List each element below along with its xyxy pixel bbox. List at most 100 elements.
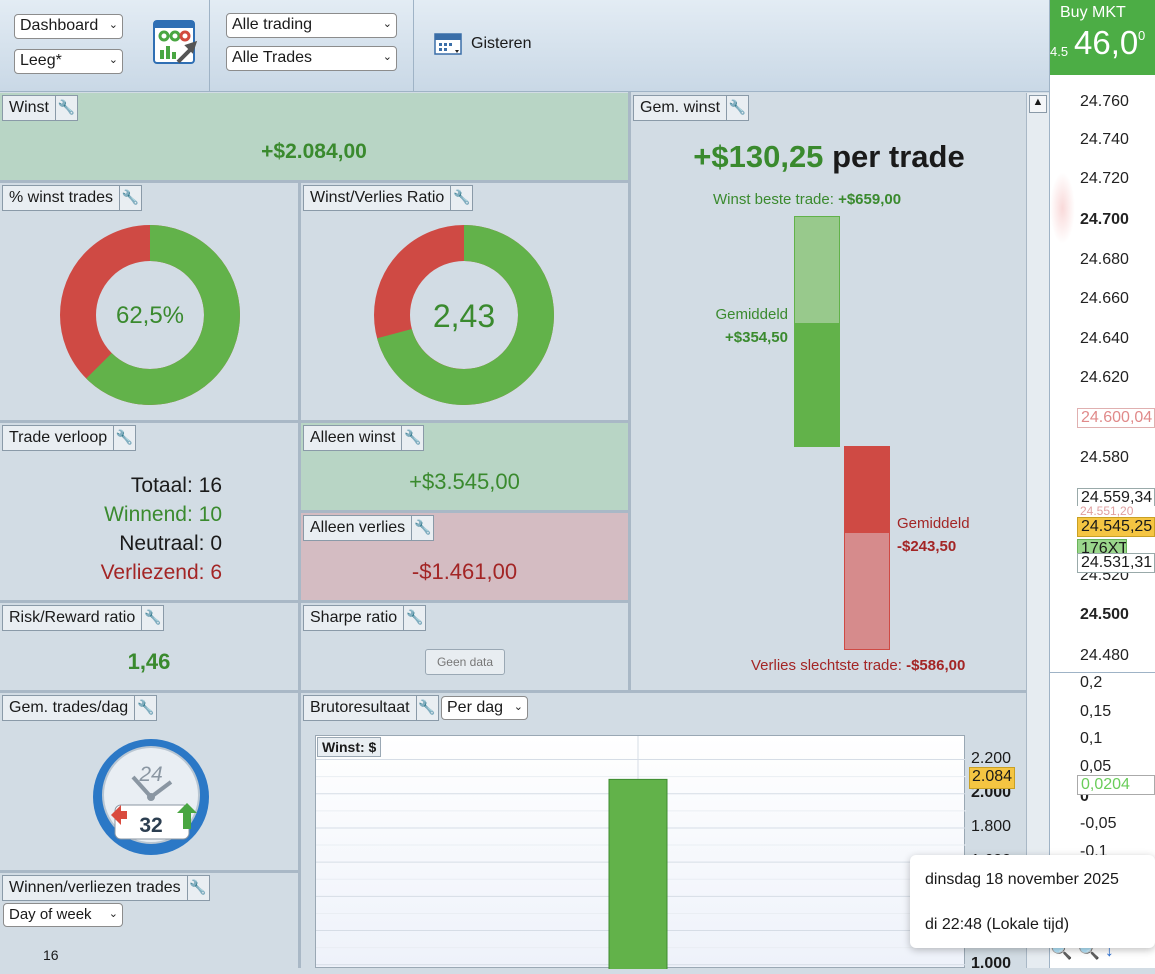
sharpe-title: Sharpe ratio <box>310 609 398 626</box>
winst-value: +$2.084,00 <box>261 140 367 163</box>
winst-panel: Winst 🔧 +$2.084,00 <box>0 93 628 180</box>
totaal-label: Totaal: <box>130 474 193 497</box>
verliezend-value: 6 <box>210 561 222 584</box>
clock-icon <box>93 739 209 855</box>
wrench-icon[interactable]: 🔧 <box>134 696 156 720</box>
chevron-down-icon: ⌄ <box>108 19 118 31</box>
price-tag-bid: 24.559,34 <box>1077 488 1155 508</box>
grid-divider <box>298 182 301 968</box>
alleen-winst-panel: Alleen winst 🔧 +$3.545,00 <box>301 423 628 510</box>
trade-verloop-title: Trade verloop <box>9 429 108 446</box>
risk-reward-value: 1,46 <box>127 649 171 674</box>
verliezend-label: Verliezend: <box>100 561 205 584</box>
geen-data-button[interactable]: Geen data <box>425 649 505 675</box>
trading-select[interactable]: Alle trading ⌄ <box>226 13 397 38</box>
per-dag-select[interactable]: Per dag ⌄ <box>441 696 528 720</box>
gem-winst-value: +$130,25 <box>693 139 824 174</box>
scroll-up-icon[interactable]: ▲ <box>1029 95 1047 113</box>
best-trade-label: Winst beste trade: <box>713 191 834 208</box>
layout-select[interactable]: Leeg* ⌄ <box>14 49 123 74</box>
price-tick: 24.720 <box>1080 170 1129 187</box>
bruto-bar <box>608 778 668 974</box>
worst-trade-bar <box>844 532 890 650</box>
totaal-value: 16 <box>198 474 222 497</box>
price-tick: 24.580 <box>1080 449 1129 466</box>
alleen-winst-title: Alleen winst <box>310 429 396 446</box>
oscillator-tick: 0,15 <box>1080 703 1112 720</box>
price-tick: 24.680 <box>1080 251 1129 268</box>
pct-winst-value: 62,5% <box>115 302 185 329</box>
winnen-verliezen-title: Winnen/verliezen trades <box>9 879 181 896</box>
toolbar: Dashboard ⌄ Leeg* ⌄ Alle trading ⌄ Alle Tra… <box>0 0 1049 92</box>
grid-divider <box>0 690 1030 693</box>
axis-divider <box>1050 672 1155 673</box>
wrench-icon[interactable]: 🔧 <box>141 606 163 630</box>
wv-ratio-donut <box>374 225 554 405</box>
pct-winst-header: % winst trades 🔧 <box>2 185 143 211</box>
chevron-down-icon: ⌄ <box>513 701 523 713</box>
clock-bottom-value: 32 <box>139 814 163 837</box>
sharpe-header: Sharpe ratio 🔧 <box>303 605 427 631</box>
risk-reward-header: Risk/Reward ratio 🔧 <box>2 605 165 631</box>
oscillator-tick: 0,1 <box>1080 730 1103 747</box>
wrench-icon[interactable]: 🔧 <box>55 96 77 120</box>
chevron-down-icon: ⌄ <box>108 54 118 66</box>
trades-select[interactable]: Alle Trades ⌄ <box>226 46 397 71</box>
price-tag-ask: 24.531,31 <box>1077 553 1155 573</box>
avg-win-value: +$354,50 <box>725 329 788 346</box>
day-of-week-select[interactable]: Day of week ⌄ <box>3 903 123 927</box>
buy-price-sup: 0 <box>1138 28 1146 43</box>
price-tag-hidden: 24.551,20 <box>1077 506 1155 518</box>
price-tick: 24.500 <box>1080 606 1129 623</box>
wrench-icon[interactable]: 🔧 <box>119 186 141 210</box>
gem-winst-header: Gem. winst 🔧 <box>633 95 750 121</box>
dashboard-settings-icon[interactable] <box>152 18 198 68</box>
toolbar-divider <box>209 0 210 92</box>
period-button[interactable]: Gisteren <box>433 30 531 58</box>
alleen-verlies-panel: Alleen verlies 🔧 -$1.461,00 <box>301 513 628 600</box>
calendar-icon <box>434 33 462 55</box>
trade-verloop-stats: Totaal: 16 Winnend: 10 Neutraal: 0 Verli… <box>0 471 222 587</box>
winnend-value: 10 <box>198 503 222 526</box>
alleen-winst-header: Alleen winst 🔧 <box>303 425 425 451</box>
trading-select-value: Alle trading <box>232 16 313 33</box>
oscillator-tag: 0,0204 <box>1077 775 1155 795</box>
arrow-down-icon[interactable]: ↓ <box>1104 940 1114 960</box>
wrench-icon[interactable]: 🔧 <box>411 516 433 540</box>
price-tick: 24.620 <box>1080 369 1129 386</box>
price-tick: 24.640 <box>1080 330 1129 347</box>
winnend-label: Winnend: <box>104 503 193 526</box>
wrench-icon[interactable]: 🔧 <box>403 606 425 630</box>
pct-winst-donut <box>60 225 240 405</box>
buy-mkt-button[interactable]: Buy MKT 4.5 46,0 0 <box>1050 0 1155 75</box>
neutraal-value: 0 <box>210 532 222 555</box>
avg-loss-value: -$243,50 <box>897 538 957 555</box>
scrollbar[interactable]: ▲ <box>1026 93 1049 968</box>
bruto-y-tick: 1.000 <box>971 954 1012 972</box>
gem-winst-panel: Gem. winst 🔧 +$130,25 per trade Winst bes… <box>631 93 1027 690</box>
alleen-verlies-value: -$1.461,00 <box>411 559 518 584</box>
clock-top-value: 24 <box>139 763 163 786</box>
totaal-row: Totaal: 16 <box>0 471 222 500</box>
avg-win: Gemiddeld +$354,50 <box>691 303 788 349</box>
verliezend-row: Verliezend: 6 <box>0 558 222 587</box>
winnend-row: Winnend: 10 <box>0 500 222 529</box>
wrench-icon[interactable]: 🔧 <box>415 696 438 720</box>
gem-winst-title: Gem. winst <box>640 99 721 116</box>
price-tag-last: 24.545,25 <box>1077 517 1155 537</box>
wrench-icon[interactable]: 🔧 <box>401 426 423 450</box>
bruto-chart-area: Winst: $ <box>315 735 966 974</box>
gem-winst-headline: +$130,25 per trade <box>631 139 1027 175</box>
grid-divider <box>0 870 300 873</box>
wv-ratio-panel: Winst/Verlies Ratio 🔧 2,43 <box>301 183 628 420</box>
wrench-icon[interactable]: 🔧 <box>450 186 472 210</box>
best-trade: Winst beste trade: +$659,00 <box>713 191 901 208</box>
avg-win-bar <box>794 324 840 447</box>
wrench-icon[interactable]: 🔧 <box>726 96 748 120</box>
wrench-icon[interactable]: 🔧 <box>113 426 135 450</box>
donut-win-segment <box>374 225 554 405</box>
trade-verloop-panel: Trade verloop 🔧 Totaal: 16 Winnend: 10 Ne… <box>0 423 298 600</box>
wrench-icon[interactable]: 🔧 <box>186 876 209 900</box>
dashboard-select[interactable]: Dashboard ⌄ <box>14 14 123 39</box>
toolbar-divider <box>413 0 414 92</box>
